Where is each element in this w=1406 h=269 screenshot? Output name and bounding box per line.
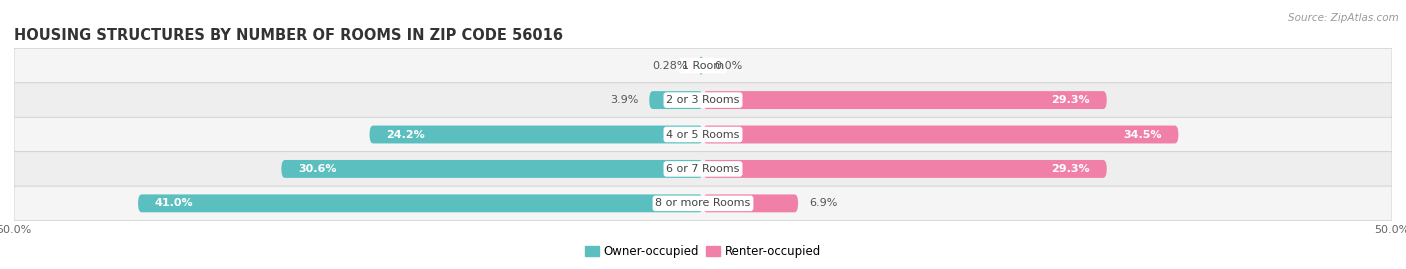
- Legend: Owner-occupied, Renter-occupied: Owner-occupied, Renter-occupied: [579, 240, 827, 263]
- FancyBboxPatch shape: [703, 126, 1178, 143]
- Text: 24.2%: 24.2%: [387, 129, 425, 140]
- Text: 8 or more Rooms: 8 or more Rooms: [655, 198, 751, 208]
- Text: 6 or 7 Rooms: 6 or 7 Rooms: [666, 164, 740, 174]
- Text: 0.0%: 0.0%: [714, 61, 742, 71]
- FancyBboxPatch shape: [370, 126, 703, 143]
- Text: 1 Room: 1 Room: [682, 61, 724, 71]
- FancyBboxPatch shape: [703, 91, 1107, 109]
- FancyBboxPatch shape: [14, 152, 1392, 186]
- Text: HOUSING STRUCTURES BY NUMBER OF ROOMS IN ZIP CODE 56016: HOUSING STRUCTURES BY NUMBER OF ROOMS IN…: [14, 28, 562, 43]
- FancyBboxPatch shape: [650, 91, 703, 109]
- Text: 2 or 3 Rooms: 2 or 3 Rooms: [666, 95, 740, 105]
- Text: 30.6%: 30.6%: [298, 164, 336, 174]
- FancyBboxPatch shape: [14, 83, 1392, 117]
- FancyBboxPatch shape: [14, 117, 1392, 152]
- Text: 3.9%: 3.9%: [610, 95, 638, 105]
- Text: Source: ZipAtlas.com: Source: ZipAtlas.com: [1288, 13, 1399, 23]
- Text: 29.3%: 29.3%: [1052, 95, 1090, 105]
- Text: 4 or 5 Rooms: 4 or 5 Rooms: [666, 129, 740, 140]
- FancyBboxPatch shape: [138, 194, 703, 212]
- FancyBboxPatch shape: [281, 160, 703, 178]
- Text: 29.3%: 29.3%: [1052, 164, 1090, 174]
- Text: 34.5%: 34.5%: [1123, 129, 1161, 140]
- Text: 6.9%: 6.9%: [808, 198, 838, 208]
- FancyBboxPatch shape: [703, 194, 799, 212]
- FancyBboxPatch shape: [14, 186, 1392, 221]
- FancyBboxPatch shape: [699, 57, 703, 75]
- Text: 41.0%: 41.0%: [155, 198, 193, 208]
- FancyBboxPatch shape: [14, 48, 1392, 83]
- Text: 0.28%: 0.28%: [652, 61, 688, 71]
- FancyBboxPatch shape: [703, 160, 1107, 178]
